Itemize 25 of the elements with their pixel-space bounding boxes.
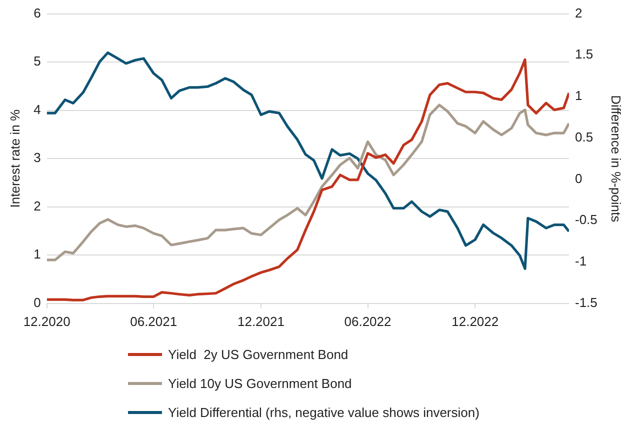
y-tick-label: 4 (34, 102, 41, 117)
x-tick-label: 12.2022 (452, 314, 499, 329)
y2-tick-label: 1.5 (575, 46, 594, 62)
y2-tick-label: -0.5 (575, 212, 598, 228)
y2-axis-title: Difference in %-points (608, 95, 624, 223)
x-tick-label: 12.2021 (237, 314, 284, 329)
x-tick-label: 06.2022 (344, 314, 392, 329)
y2-tick-label: 0.5 (575, 129, 594, 144)
y2-tick-label: 0 (575, 170, 582, 186)
y-tick-label: 2 (34, 198, 41, 214)
y-tick-label: 0 (34, 294, 41, 310)
y-tick-label: 1 (34, 246, 41, 262)
y2-tick-label: 2 (575, 5, 582, 20)
y-tick-label: 5 (34, 54, 41, 69)
x-tick-label: 12.2020 (23, 314, 70, 329)
y-tick-label: 3 (34, 150, 41, 166)
legend-label: Yield 2y US Government Bond (168, 347, 348, 362)
y2-tick-label: -1.5 (575, 294, 598, 310)
y-tick-label: 6 (34, 5, 41, 20)
y-axis-title: Interest rate in % (7, 109, 22, 208)
legend-label: Yield Differential (rhs, negative value shows inversion) (168, 405, 480, 420)
y2-tick-label: -1 (575, 254, 587, 269)
x-tick-label: 06.2021 (130, 314, 178, 329)
y2-tick-label: 1 (575, 88, 582, 104)
legend-label: Yield 10y US Government Bond (168, 376, 352, 391)
